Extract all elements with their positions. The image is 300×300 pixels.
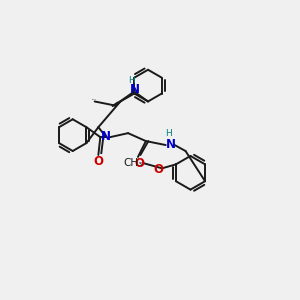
Text: H: H (128, 76, 135, 85)
Text: N: N (166, 138, 176, 151)
Text: CH₃: CH₃ (123, 158, 142, 168)
Text: N: N (101, 130, 111, 142)
Text: O: O (134, 158, 144, 170)
Text: H: H (165, 129, 172, 138)
Text: O: O (153, 163, 163, 176)
Text: O: O (93, 155, 103, 168)
Text: N: N (130, 83, 140, 96)
Text: methyl: methyl (92, 99, 97, 101)
